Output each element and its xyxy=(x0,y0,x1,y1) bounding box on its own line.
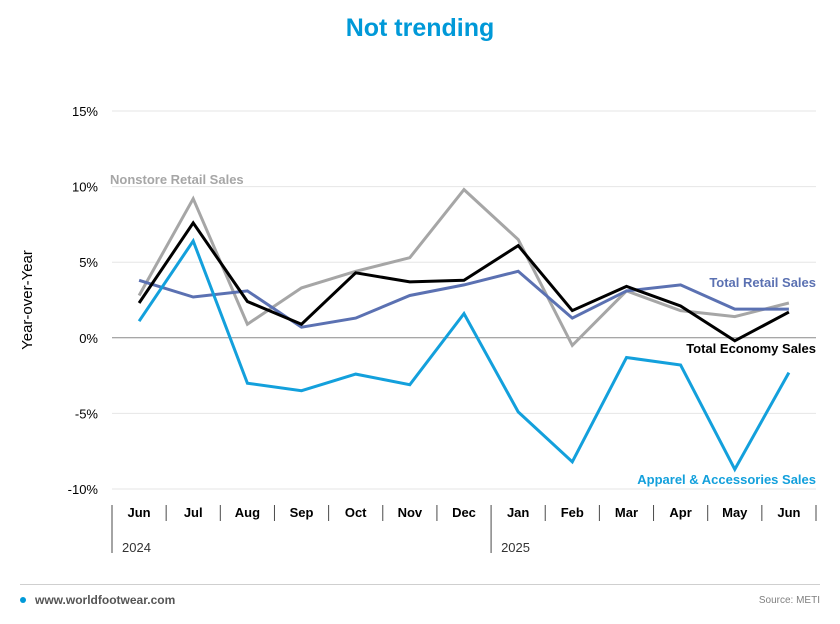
x-tick-label: Apr xyxy=(669,505,691,520)
series-line xyxy=(137,220,790,343)
year-label: 2025 xyxy=(501,540,530,555)
series-label: Apparel & Accessories Sales xyxy=(637,472,816,487)
series-lines xyxy=(137,187,791,473)
footer-divider xyxy=(20,584,820,585)
line-chart: Jun Jul Aug Sep Oct Nov Dec Jan Feb Mar Apr May Jun 2… xyxy=(19,104,817,555)
y-tick-label: 10% xyxy=(72,180,98,195)
y-axis-label: Year-over-Year xyxy=(19,250,36,350)
x-tick-label: Feb xyxy=(561,505,584,520)
x-tick-label: Jun xyxy=(128,505,151,520)
source-note: Source: METI xyxy=(758,595,820,606)
gridlines xyxy=(112,110,816,490)
x-tick-label: Dec xyxy=(452,505,476,520)
y-tick-label: 15% xyxy=(72,104,98,119)
y-tick-label: -10% xyxy=(68,482,99,497)
x-tick-label: Mar xyxy=(615,505,638,520)
x-tick-label: Jan xyxy=(507,505,529,520)
x-tick-label: Jun xyxy=(777,505,800,520)
year-label: 2024 xyxy=(122,540,151,555)
series-labels: Nonstore Retail Sales Total Retail Sales T… xyxy=(110,172,816,487)
y-tick-label: 5% xyxy=(79,255,98,270)
x-tick-label: Nov xyxy=(398,505,423,520)
x-tick-label: Jul xyxy=(184,505,203,520)
x-tick-label: May xyxy=(722,505,748,520)
y-tick-label: -5% xyxy=(75,406,99,421)
y-axis-ticks: 15% 10% 5% 0% -5% -10% xyxy=(68,104,99,497)
series-line xyxy=(138,269,789,329)
footer-website: www.worldfootwear.com xyxy=(20,593,175,607)
x-tick-label: Sep xyxy=(290,505,314,520)
series-label: Nonstore Retail Sales xyxy=(110,172,244,187)
bullet-dot-icon xyxy=(20,597,26,603)
series-label: Total Economy Sales xyxy=(686,341,816,356)
x-axis: Jun Jul Aug Sep Oct Nov Dec Jan Feb Mar Apr May Jun 2… xyxy=(111,505,817,555)
x-tick-label: Oct xyxy=(345,505,367,520)
y-tick-label: 0% xyxy=(79,331,98,346)
chart-title: Not trending xyxy=(345,14,495,42)
x-tick-label: Aug xyxy=(235,505,260,520)
series-line xyxy=(137,187,790,348)
series-line xyxy=(137,237,791,473)
series-label: Total Retail Sales xyxy=(709,275,816,290)
website-text: www.worldfootwear.com xyxy=(35,593,176,607)
